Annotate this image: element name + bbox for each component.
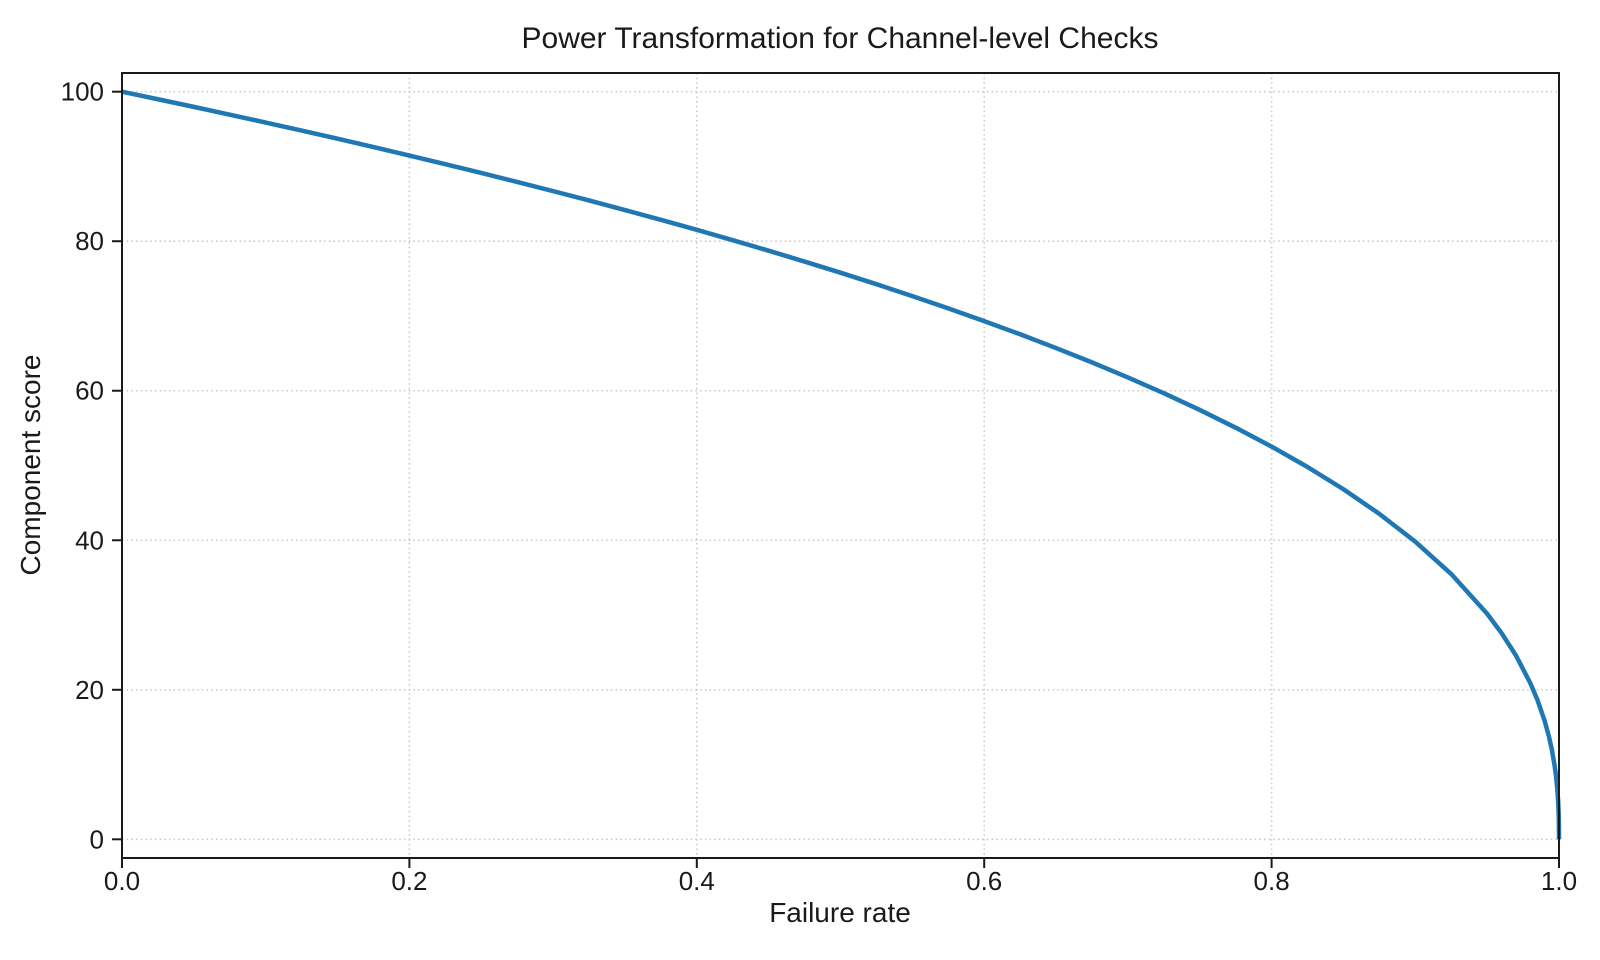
curve-line: [121, 89, 1562, 840]
x-tick-label: 0.0: [104, 866, 140, 896]
axis-ticks: [112, 90, 1560, 868]
x-axis-label: Failure rate: [769, 897, 911, 928]
x-tick-label: 0.2: [391, 866, 427, 896]
x-tick-label: 0.6: [966, 866, 1002, 896]
y-tick-label: 0: [90, 824, 104, 854]
chart-title: Power Transformation for Channel-level C…: [522, 22, 1159, 55]
x-tick-label: 0.4: [679, 866, 715, 896]
plot-border: [121, 72, 1560, 859]
y-axis-label: Component score: [15, 354, 46, 575]
y-tick-label: 60: [75, 376, 104, 406]
y-tick-label: 40: [75, 525, 104, 555]
y-tick-label: 80: [75, 226, 104, 256]
y-tick-label: 100: [61, 77, 104, 107]
tick-labels: 0.0 0.2 0.4 0.6 0.8 1.0 0 20 40 60 80 100: [61, 77, 1577, 896]
x-tick-label: 0.8: [1254, 866, 1290, 896]
gridlines: [121, 73, 1560, 858]
x-tick-label: 1.0: [1541, 866, 1577, 896]
y-tick-label: 20: [75, 675, 104, 705]
